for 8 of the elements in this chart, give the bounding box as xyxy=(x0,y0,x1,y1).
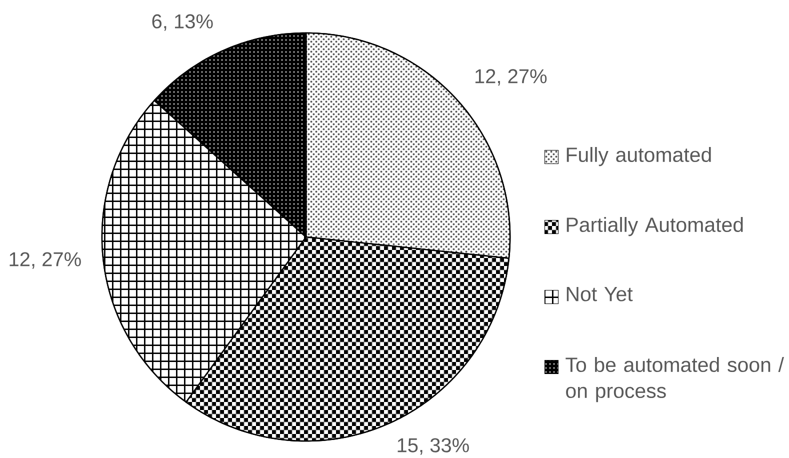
legend-label: To be automated soon / on process xyxy=(566,357,784,402)
data-label: 6, 13% xyxy=(152,14,213,31)
data-label: 15, 33% xyxy=(398,438,469,455)
legend-label: Not Yet xyxy=(566,287,633,302)
data-label: 12, 27% xyxy=(10,252,81,269)
data-label: 12, 27% xyxy=(475,69,547,86)
legend-label: Partially Automated xyxy=(566,217,743,236)
legend-label: Fully automated xyxy=(566,147,711,166)
